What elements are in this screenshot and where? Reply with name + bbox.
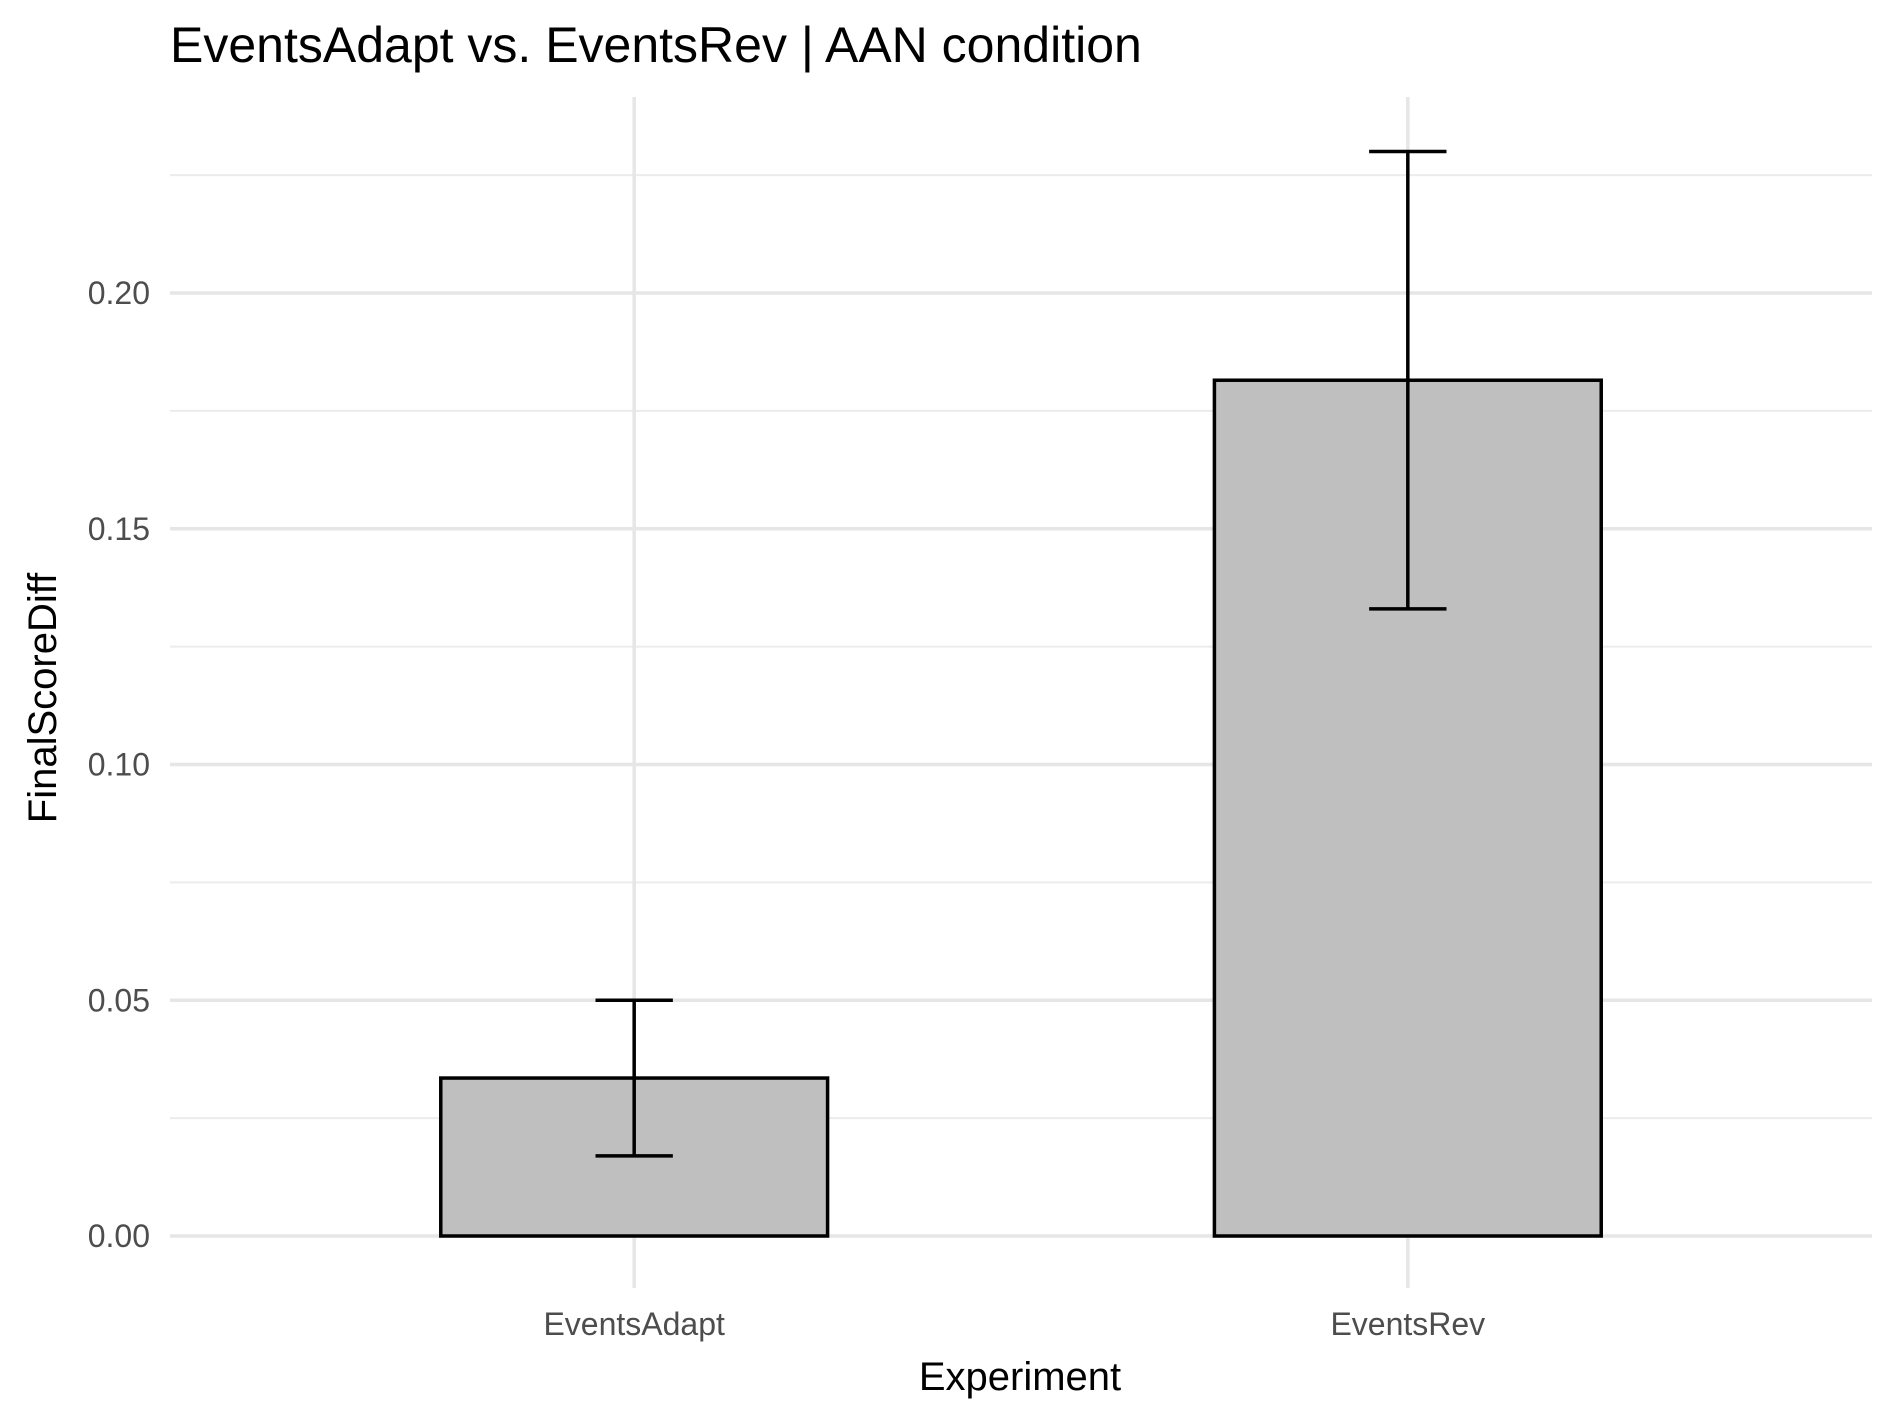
chart-title: EventsAdapt vs. EventsRev | AAN conditio… — [170, 17, 1142, 73]
y-tick-label: 0.00 — [88, 1218, 150, 1254]
bars-layer — [439, 378, 1603, 1238]
x-axis-label: Experiment — [919, 1355, 1121, 1399]
y-tick-label: 0.15 — [88, 511, 150, 547]
y-tick-label: 0.10 — [88, 747, 150, 783]
x-tick-label: EventsRev — [1330, 1306, 1485, 1342]
tick-labels-layer: 0.00 0.05 0.10 0.15 0.20 EventsAdapt EventsRev — [88, 275, 1485, 1342]
y-tick-label: 0.20 — [88, 275, 150, 311]
y-tick-label: 0.05 — [88, 982, 150, 1018]
x-tick-label: EventsAdapt — [543, 1306, 725, 1342]
y-axis-label: FinalScoreDiff — [21, 572, 65, 823]
error-bars-layer — [595, 149, 1447, 1158]
grid-layer — [170, 97, 1872, 1288]
